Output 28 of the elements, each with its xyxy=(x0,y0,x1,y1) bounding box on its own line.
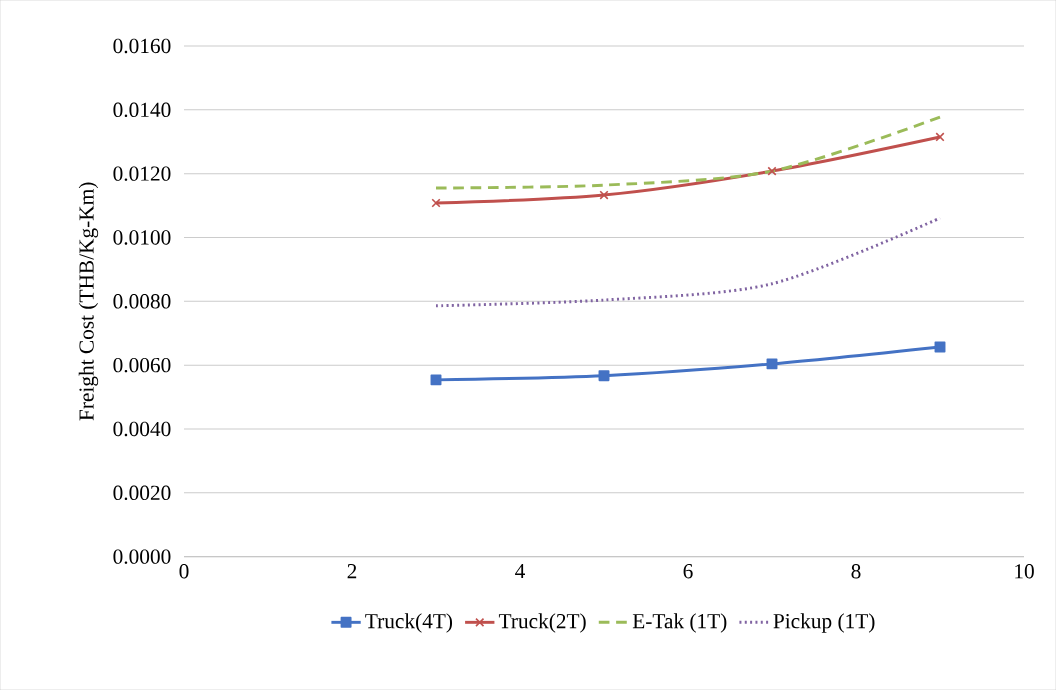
point xyxy=(766,358,778,370)
y-tick-label: 0.0060 xyxy=(113,357,171,373)
y-tick-label: 0.0100 xyxy=(113,230,171,245)
y-axis-title: Freight Cost (THB/Kg-Km) xyxy=(78,182,99,421)
y-tick-label: 0.0000 xyxy=(113,549,171,564)
x-tick-label: 10 xyxy=(1015,564,1034,579)
legend-label: Truck(2T) xyxy=(498,613,586,633)
point xyxy=(598,370,610,382)
x-tick-label: 6 xyxy=(683,564,693,579)
y-tick-label: 0.0120 xyxy=(113,166,171,181)
x-tick-label: 4 xyxy=(515,564,525,579)
x-tick-label: 2 xyxy=(347,564,357,579)
point xyxy=(599,190,609,200)
legend-label: Truck(4T) xyxy=(365,613,453,633)
point xyxy=(431,198,441,208)
x-tick-label: 0 xyxy=(179,564,189,579)
legend-label: Pickup (1T) xyxy=(773,613,875,633)
y-tick-label: 0.0140 xyxy=(113,102,171,118)
y-tick-label: 0.0020 xyxy=(113,485,171,501)
line-series xyxy=(434,115,942,190)
point xyxy=(430,374,442,386)
x-tick-label: 8 xyxy=(851,564,861,579)
point xyxy=(935,132,945,142)
point xyxy=(767,166,777,176)
y-tick-label: 0.0160 xyxy=(113,38,171,54)
y-tick-label: 0.0080 xyxy=(113,294,171,309)
legend-label: E-Tak (1T) xyxy=(632,613,727,633)
y-tick-label: 0.0040 xyxy=(113,421,171,437)
